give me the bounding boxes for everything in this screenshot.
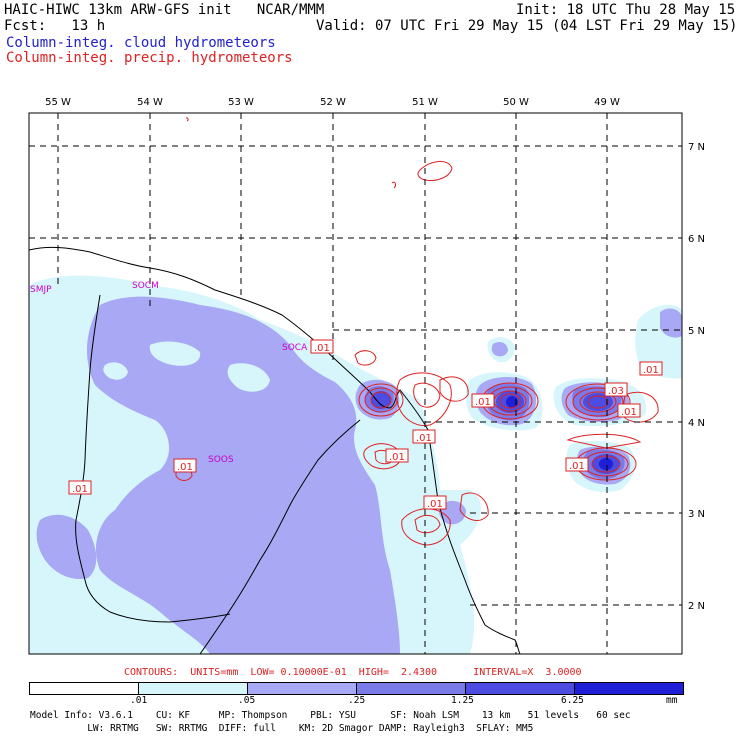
contour-value-label: .01 xyxy=(643,365,659,376)
lon-label: 49 W xyxy=(594,97,620,108)
colorbar-bin xyxy=(574,683,683,694)
cloud-shade-lavender xyxy=(491,342,508,357)
cloud-gap xyxy=(227,363,270,392)
cloud-shade-lavender xyxy=(36,514,97,580)
cloud-shade-lavender xyxy=(86,296,401,654)
valid-time: Valid: 07 UTC Fri 29 May 15 (04 LST Fri … xyxy=(316,18,738,34)
precip-contour xyxy=(354,350,377,366)
colorbar-tick: 6.25 xyxy=(561,695,584,706)
cloud-gap xyxy=(103,362,128,380)
colorbar-tick: .05 xyxy=(238,695,256,706)
colorbar xyxy=(29,682,684,695)
lon-labels: 55 W 54 W 53 W 52 W 51 W 50 W 49 W xyxy=(45,97,620,108)
station-label: SOOS xyxy=(208,455,234,465)
colorbar-units: mm xyxy=(666,695,678,706)
precip-contour xyxy=(413,382,441,408)
contour-value-label: .01 xyxy=(177,462,193,473)
colorbar-bin xyxy=(138,683,247,694)
contour-value-label: .01 xyxy=(416,433,432,444)
precip-contour xyxy=(358,383,404,417)
precip-contour xyxy=(370,391,392,409)
coastline xyxy=(29,246,521,654)
init-time: Init: 18 UTC Thu 28 May 15 xyxy=(516,2,736,18)
precip-contour xyxy=(396,372,452,427)
coastlines xyxy=(29,246,521,654)
cloud-field xyxy=(29,275,682,654)
precip-contour xyxy=(499,393,521,409)
precip-contour xyxy=(363,443,403,470)
precip-contour xyxy=(591,455,621,473)
forecast-hour: Fcst: 13 h xyxy=(4,18,106,34)
border-line xyxy=(199,419,361,654)
lat-label: 6 N xyxy=(688,234,705,245)
lat-label: 4 N xyxy=(688,418,705,429)
precip-contour xyxy=(391,181,396,189)
lat-label: 5 N xyxy=(688,326,705,337)
lat-labels: 7 N 6 N 5 N 4 N 3 N 2 N xyxy=(688,142,705,612)
model-info-line1: Model Info: V3.6.1 CU: KF MP: Thompson P… xyxy=(30,710,631,721)
station-label: SOCM xyxy=(132,281,159,291)
precip-contour xyxy=(572,387,624,417)
colorbar-bin xyxy=(465,683,574,694)
legend-cloud: Column-integ. cloud hydrometeors xyxy=(6,35,276,51)
station-labels: SMJP SOCM SOCA SOOS xyxy=(30,281,308,465)
colorbar-bin xyxy=(247,683,356,694)
precip-contour xyxy=(414,514,441,534)
station-label: SOCA xyxy=(282,343,308,353)
lon-label: 55 W xyxy=(45,97,71,108)
contour-value-label: .01 xyxy=(569,461,585,472)
lat-label: 7 N xyxy=(688,142,705,153)
lon-label: 52 W xyxy=(320,97,346,108)
map-frame xyxy=(28,112,683,655)
colorbar-tick: 1.25 xyxy=(451,695,474,706)
precip-contour xyxy=(459,492,489,521)
precip-contour xyxy=(565,383,631,421)
colorbar-bin xyxy=(30,683,138,694)
legend-precip: Column-integ. precip. hydrometeors xyxy=(6,50,293,66)
precip-contour xyxy=(566,433,642,449)
contour-value-label: .01 xyxy=(389,452,405,463)
colorbar-tick: .25 xyxy=(348,695,366,706)
contour-value-label: .01 xyxy=(475,397,491,408)
cloud-shade-dark xyxy=(371,391,391,409)
cloud-shade-max xyxy=(599,458,613,470)
model-info-line2: LW: RRTMG SW: RRTMG DIFF: full KM: 2D Sm… xyxy=(30,723,534,734)
plot-title: HAIC-HIWC 13km ARW-GFS init NCAR/MMM xyxy=(4,2,325,18)
precip-contour xyxy=(439,376,469,402)
precip-contour xyxy=(621,391,659,423)
contour-value-label: .01 xyxy=(621,407,637,418)
lat-label: 2 N xyxy=(688,601,705,612)
contour-value-label: .03 xyxy=(608,386,624,397)
colorbar-tick: .01 xyxy=(130,695,148,706)
lon-label: 50 W xyxy=(503,97,529,108)
contour-value-label: .01 xyxy=(72,484,88,495)
grid-lines xyxy=(29,113,682,654)
precip-contour xyxy=(579,391,617,413)
cloud-shade-max xyxy=(506,396,518,408)
lat-label: 3 N xyxy=(688,509,705,520)
precip-contour xyxy=(185,117,189,122)
contour-labels: .01 .01 .01 .01 .01 .01 .01 .01 .03 .01 … xyxy=(68,339,663,510)
lon-label: 53 W xyxy=(228,97,254,108)
lon-label: 54 W xyxy=(137,97,163,108)
border-line xyxy=(75,294,231,623)
colorbar-bin xyxy=(356,683,465,694)
precip-contour xyxy=(587,395,609,409)
precip-contour xyxy=(417,161,453,181)
contour-value-label: .01 xyxy=(427,499,443,510)
lon-label: 51 W xyxy=(412,97,438,108)
cloud-gap xyxy=(149,341,201,366)
contour-value-label: .01 xyxy=(314,343,330,354)
station-label: SMJP xyxy=(30,285,52,295)
contours-info: CONTOURS: UNITS=mm LOW= 0.10000E-01 HIGH… xyxy=(124,667,582,678)
